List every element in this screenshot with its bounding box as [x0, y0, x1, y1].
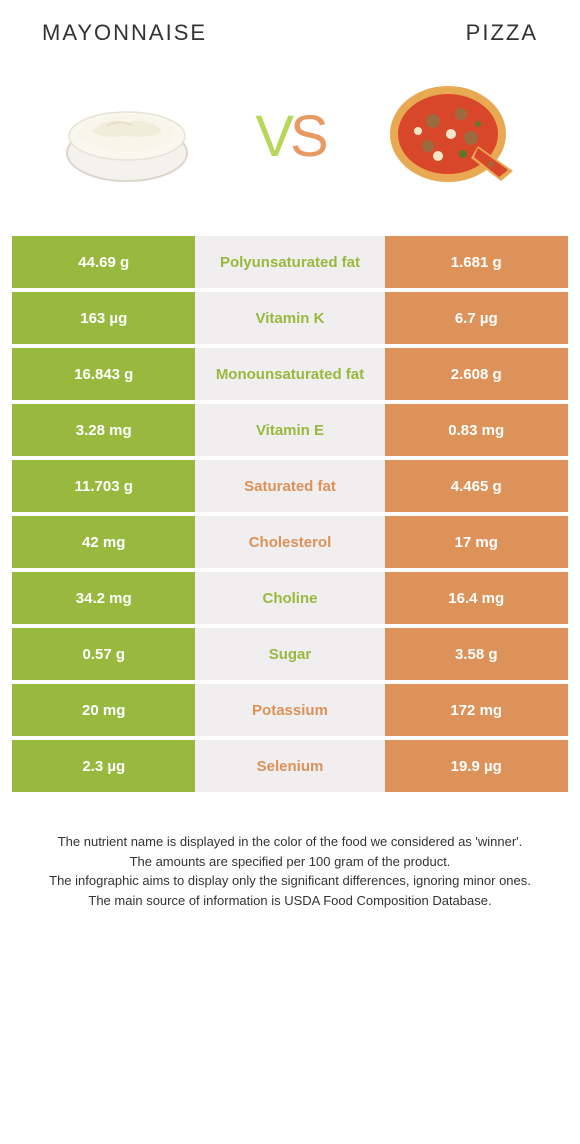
table-row: 44.69 gPolyunsaturated fat1.681 g — [12, 236, 568, 288]
left-value: 42 mg — [12, 516, 195, 568]
table-row: 11.703 gSaturated fat4.465 g — [12, 460, 568, 512]
table-row: 3.28 mgVitamin E0.83 mg — [12, 404, 568, 456]
nutrient-table: 44.69 gPolyunsaturated fat1.681 g163 µgV… — [12, 236, 568, 792]
left-value: 11.703 g — [12, 460, 195, 512]
footer-line: The amounts are specified per 100 gram o… — [22, 852, 558, 872]
right-value: 2.608 g — [385, 348, 568, 400]
nutrient-name: Polyunsaturated fat — [195, 236, 384, 288]
right-value: 6.7 µg — [385, 292, 568, 344]
food-title-left: MAYONNAISE — [42, 20, 207, 46]
footer-notes: The nutrient name is displayed in the co… — [12, 832, 568, 910]
table-row: 20 mgPotassium172 mg — [12, 684, 568, 736]
nutrient-name: Sugar — [195, 628, 384, 680]
footer-line: The nutrient name is displayed in the co… — [22, 832, 558, 852]
table-row: 0.57 gSugar3.58 g — [12, 628, 568, 680]
left-value: 3.28 mg — [12, 404, 195, 456]
food-title-right: PIZZA — [466, 20, 538, 46]
table-row: 34.2 mgCholine16.4 mg — [12, 572, 568, 624]
nutrient-name: Vitamin E — [195, 404, 384, 456]
nutrient-name: Cholesterol — [195, 516, 384, 568]
left-value: 0.57 g — [12, 628, 195, 680]
right-value: 172 mg — [385, 684, 568, 736]
vs-label: VS — [255, 103, 324, 170]
left-value: 34.2 mg — [12, 572, 195, 624]
header-row: MAYONNAISE PIZZA — [12, 20, 568, 46]
right-value: 19.9 µg — [385, 740, 568, 792]
left-value: 2.3 µg — [12, 740, 195, 792]
right-value: 3.58 g — [385, 628, 568, 680]
right-value: 16.4 mg — [385, 572, 568, 624]
nutrient-name: Vitamin K — [195, 292, 384, 344]
left-value: 20 mg — [12, 684, 195, 736]
footer-line: The infographic aims to display only the… — [22, 871, 558, 891]
right-value: 1.681 g — [385, 236, 568, 288]
right-value: 4.465 g — [385, 460, 568, 512]
left-value: 44.69 g — [12, 236, 195, 288]
table-row: 42 mgCholesterol17 mg — [12, 516, 568, 568]
nutrient-name: Choline — [195, 572, 384, 624]
images-row: VS — [12, 76, 568, 196]
right-value: 17 mg — [385, 516, 568, 568]
nutrient-name: Monounsaturated fat — [195, 348, 384, 400]
table-row: 2.3 µgSelenium19.9 µg — [12, 740, 568, 792]
nutrient-name: Potassium — [195, 684, 384, 736]
left-value: 16.843 g — [12, 348, 195, 400]
table-row: 16.843 gMonounsaturated fat2.608 g — [12, 348, 568, 400]
footer-line: The main source of information is USDA F… — [22, 891, 558, 911]
left-value: 163 µg — [12, 292, 195, 344]
pizza-image — [378, 76, 528, 196]
right-value: 0.83 mg — [385, 404, 568, 456]
mayonnaise-image — [52, 76, 202, 196]
nutrient-name: Saturated fat — [195, 460, 384, 512]
nutrient-name: Selenium — [195, 740, 384, 792]
table-row: 163 µgVitamin K6.7 µg — [12, 292, 568, 344]
